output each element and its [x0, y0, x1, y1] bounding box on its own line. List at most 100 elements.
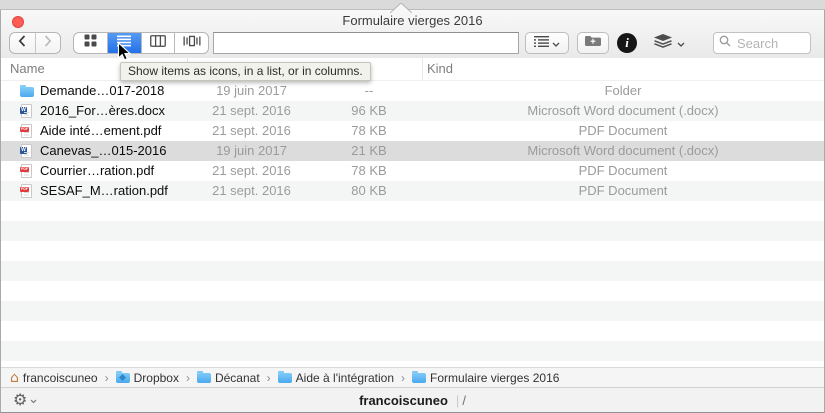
file-size: 96 KB [351, 103, 387, 118]
chevron-down-icon [30, 391, 37, 409]
file-row[interactable]: PDF SESAF_M…ration.pdf 21 sept. 2016 80 KB P… [1, 181, 824, 201]
file-date: 21 sept. 2016 [212, 163, 291, 178]
get-info-button[interactable]: i [617, 33, 637, 53]
close-window-button[interactable] [12, 16, 24, 28]
toolbar-text-field[interactable] [213, 32, 519, 54]
empty-row [1, 241, 824, 261]
path-item[interactable]: francoiscuneo [10, 371, 98, 385]
file-name: SESAF_M…ration.pdf [40, 183, 168, 198]
file-kind: PDF Document [578, 183, 668, 198]
file-kind: Microsoft Word document (.docx) [527, 143, 719, 158]
new-folder-icon [584, 34, 602, 52]
file-kind: PDF Document [578, 123, 668, 138]
column-view-button[interactable] [142, 33, 176, 53]
dropbox-folder-icon [115, 370, 130, 383]
columns-icon [149, 34, 166, 52]
file-row[interactable]: Demande…017-2018 19 juin 2017 -- Folder [1, 81, 824, 101]
file-name: 2016_For…ères.docx [40, 103, 166, 118]
file-name: Canevas_…015-2016 [40, 143, 167, 158]
pdf-document-icon: PDF [20, 124, 32, 138]
popover-arrow [389, 0, 413, 18]
file-size: 21 KB [351, 143, 387, 158]
file-size: -- [364, 83, 374, 98]
new-folder-button[interactable] [577, 32, 609, 54]
empty-row [1, 281, 824, 301]
path-label: Dropbox [133, 370, 179, 385]
arrange-button[interactable] [525, 32, 569, 54]
navigation-buttons [9, 32, 61, 54]
status-path-suffix: / [462, 393, 466, 408]
file-date: 21 sept. 2016 [212, 123, 291, 138]
file-row[interactable]: W 2016_For…ères.docx 21 sept. 2016 96 KB Mic… [1, 101, 824, 121]
path-separator: › [401, 370, 406, 385]
chevron-down-icon [552, 34, 560, 52]
finder-window: Formulaire vierges 2016 [0, 10, 825, 413]
folder-icon [20, 85, 34, 97]
mouse-cursor [117, 41, 132, 67]
path-bar: francoiscuneo › Dropbox › Décanat › Aide à l'i… [1, 367, 824, 387]
arrange-icon [534, 34, 549, 52]
file-kind: Microsoft Word document (.docx) [527, 103, 719, 118]
list-view-button[interactable] [107, 33, 142, 53]
folder-icon [277, 370, 292, 383]
file-size: 78 KB [351, 123, 387, 138]
status-divider: | [455, 393, 460, 408]
path-item[interactable]: Décanat [196, 370, 260, 385]
path-separator: › [104, 370, 109, 385]
back-button[interactable] [10, 33, 36, 53]
path-label: Décanat [214, 370, 260, 385]
action-menu-button[interactable] [13, 391, 37, 409]
status-bar: francoiscuneo |/ [1, 387, 824, 412]
coverflow-view-button[interactable] [175, 33, 208, 53]
forward-button[interactable] [36, 33, 61, 53]
view-switcher-tooltip: Show items as icons, in a list, or in co… [120, 62, 371, 81]
status-location: francoiscuneo | / [1, 393, 824, 408]
window-title: Formulaire vierges 2016 [342, 13, 483, 28]
empty-row [1, 201, 824, 221]
chevron-down-icon [677, 34, 685, 52]
layers-menu-button[interactable] [653, 32, 685, 54]
icon-view-button[interactable] [74, 33, 108, 53]
path-label: Formulaire vierges 2016 [430, 370, 560, 385]
home-icon [10, 373, 19, 383]
grid-icon [84, 34, 97, 52]
pdf-document-icon: PDF [20, 164, 32, 178]
path-item[interactable]: Dropbox [115, 370, 179, 385]
empty-row [1, 261, 824, 281]
path-item[interactable]: Formulaire vierges 2016 [412, 370, 560, 385]
file-size: 78 KB [351, 163, 387, 178]
folder-icon [196, 370, 211, 383]
file-name: Courrier…ration.pdf [40, 163, 155, 178]
column-header-name[interactable]: Name [10, 61, 45, 76]
column-divider[interactable] [422, 58, 423, 80]
path-separator: › [266, 370, 271, 385]
column-header-kind[interactable]: Kind [427, 61, 454, 76]
list-icon [117, 34, 132, 52]
pdf-document-icon: PDF [20, 184, 32, 198]
empty-row [1, 341, 824, 361]
word-document-icon: W [20, 144, 32, 158]
empty-row [1, 221, 824, 241]
status-user: francoiscuneo [359, 393, 448, 408]
file-kind: Folder [604, 83, 642, 98]
search-field[interactable] [713, 32, 811, 54]
file-size: 80 KB [351, 183, 387, 198]
chevron-right-icon [44, 34, 52, 52]
file-name: Demande…017-2018 [40, 83, 165, 98]
search-input[interactable] [735, 34, 805, 52]
file-date: 21 sept. 2016 [212, 103, 291, 118]
view-switcher [73, 32, 209, 54]
file-row[interactable]: W Canevas_…015-2016 19 juin 2017 21 KB Micro… [1, 141, 824, 161]
word-document-icon: W [20, 104, 32, 118]
empty-row [1, 321, 824, 341]
empty-row [1, 301, 824, 321]
chevron-left-icon [18, 34, 26, 52]
path-label: francoiscuneo [22, 370, 98, 385]
path-label: Aide à l'intégration [295, 370, 395, 385]
window-chrome: Formulaire vierges 2016 [1, 10, 824, 59]
file-row[interactable]: PDF Aide inté…ement.pdf 21 sept. 2016 78 KB… [1, 121, 824, 141]
file-list: Demande…017-2018 19 juin 2017 -- Folder W 201… [1, 81, 824, 367]
path-item[interactable]: Aide à l'intégration [277, 370, 395, 385]
file-name: Aide inté…ement.pdf [40, 123, 162, 138]
file-row[interactable]: PDF Courrier…ration.pdf 21 sept. 2016 78 KB… [1, 161, 824, 181]
